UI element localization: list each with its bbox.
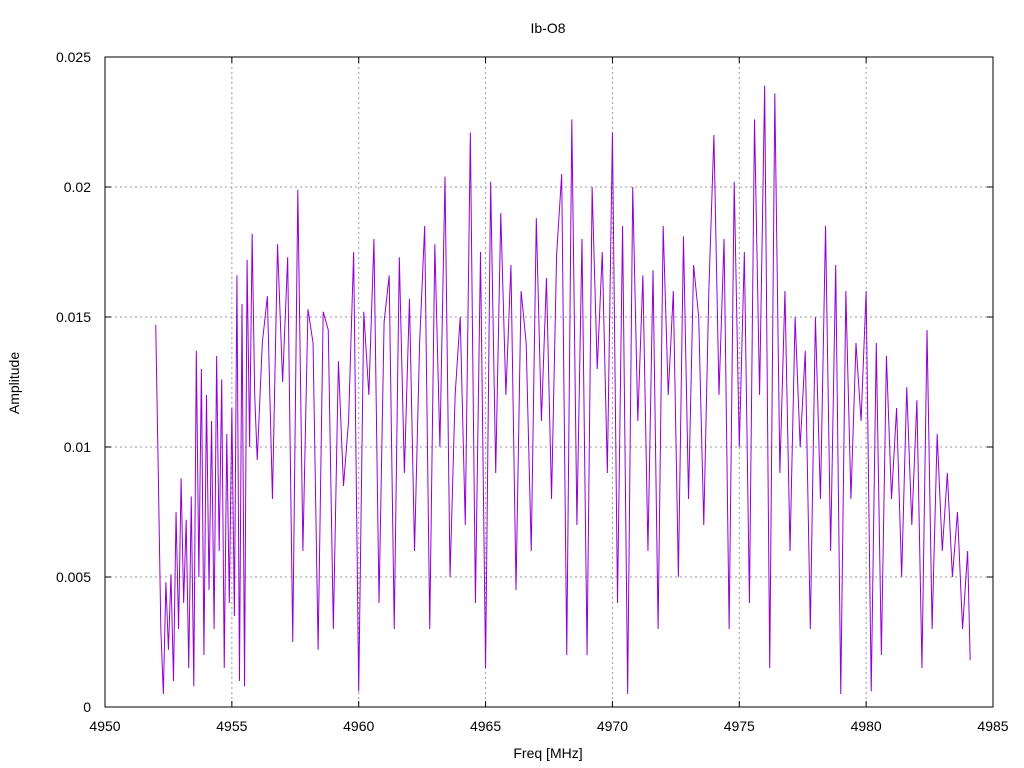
x-tick-label: 4950 — [89, 718, 120, 734]
x-tick-label: 4980 — [851, 718, 882, 734]
y-tick-label: 0.025 — [56, 49, 91, 65]
y-tick-label: 0.01 — [64, 439, 91, 455]
x-tick-label: 4970 — [597, 718, 628, 734]
x-tick-label: 4985 — [977, 718, 1008, 734]
y-tick-label: 0.005 — [56, 569, 91, 585]
series-line — [155, 85, 971, 695]
chart-title: Ib-O8 — [530, 20, 565, 36]
tick-labels: 4950 4955 4960 4965 4970 4975 4980 4985 0 0.005 0.… — [56, 49, 1009, 734]
y-tick-label: 0 — [83, 699, 91, 715]
grid-lines — [105, 57, 993, 707]
x-tick-label: 4955 — [216, 718, 247, 734]
y-axis-label: Amplitude — [6, 352, 22, 414]
plot-frame — [104, 56, 994, 708]
y-tick-label: 0.02 — [64, 179, 91, 195]
x-axis-label: Freq [MHz] — [513, 745, 582, 761]
x-tick-label: 4975 — [724, 718, 755, 734]
series-group — [155, 85, 971, 695]
x-tick-label: 4965 — [470, 718, 501, 734]
y-tick-label: 0.015 — [56, 309, 91, 325]
x-tick-label: 4960 — [343, 718, 374, 734]
